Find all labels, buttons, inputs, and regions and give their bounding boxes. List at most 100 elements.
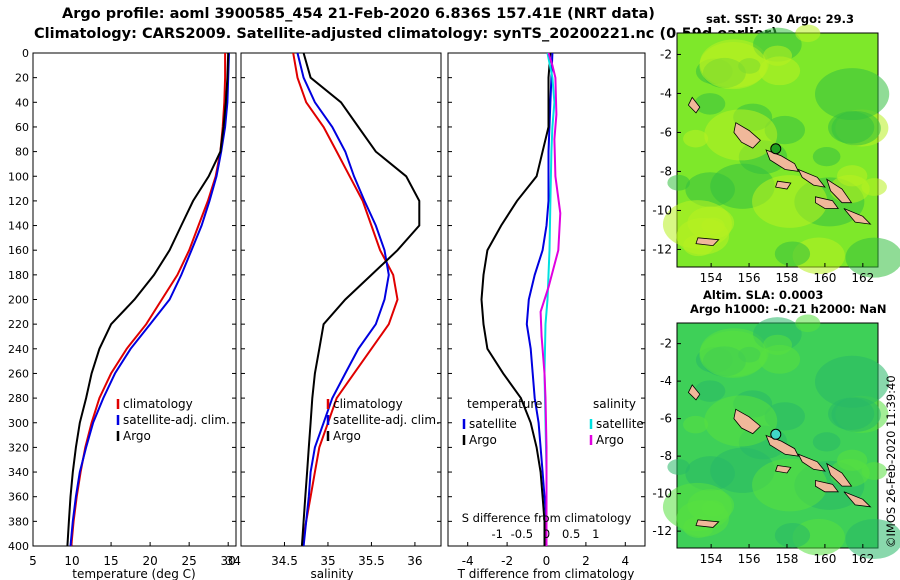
sst-map-xtick-label: 156 (738, 271, 761, 285)
tdiff-tick-label: -2 (501, 554, 513, 568)
sst-map-ytick-label: -2 (660, 47, 672, 61)
depth-tick-label: 300 (8, 417, 29, 430)
sla-map-ytick-label: -2 (660, 337, 672, 351)
sst-map-patch (683, 129, 709, 148)
sla-map-patch (683, 415, 709, 434)
sla-map-island (733, 408, 761, 435)
depth-tick-label: 220 (8, 318, 29, 331)
sla-map-island (815, 480, 840, 493)
depth-tick-label: 80 (15, 146, 29, 159)
depth-tick-label: 100 (8, 170, 29, 183)
depth-tick-label: 260 (8, 367, 29, 380)
sst-map-patch (667, 174, 690, 191)
sst-map-island (687, 96, 701, 114)
sst-map-xtick-label: 158 (776, 271, 799, 285)
title-line-2: Climatology: CARS2009. Satellite-adjuste… (34, 26, 778, 42)
sla-map-title-2: Argo h1000: -0.21 h2000: NaN (690, 302, 887, 316)
legend-salinity-title: salinity (593, 397, 636, 411)
legend-label: satellite (596, 417, 644, 431)
sst-map-xtick-label: 162 (851, 271, 874, 285)
sst-map-patch (795, 24, 821, 43)
depth-tick-label: 400 (8, 540, 29, 553)
sst-map-patch (837, 165, 868, 187)
sla-map-patch (774, 522, 811, 548)
sst-map-ytick-label: -6 (660, 125, 672, 139)
sla-map-patch (694, 380, 726, 402)
depth-tick-label: 200 (8, 294, 29, 307)
salinity-series-satellite-adj-clim- (296, 52, 390, 547)
sst-map-island (826, 178, 853, 204)
temp-tick-label: 5 (29, 554, 37, 568)
sst-map-island (775, 180, 792, 190)
temp-tick-label: 10 (64, 554, 79, 568)
legend-label: satellite-adj. clim. (333, 413, 440, 427)
s-difference-label: S difference from climatology (462, 511, 632, 525)
sla-map-ytick-label: -8 (660, 449, 672, 463)
sst-map-xtick-label: 154 (700, 271, 723, 285)
depth-tick-label: 360 (8, 491, 29, 504)
sst-map-patch (774, 241, 811, 267)
legend-label: satellite-adj. clim. (123, 413, 230, 427)
temp-tick-label: 15 (103, 554, 118, 568)
sla-map-xtick-label: 160 (813, 552, 836, 566)
s-diff-tick-label: -1 (492, 527, 503, 541)
sla-map-island (695, 519, 720, 528)
sst-map-island (695, 237, 720, 247)
sla-map-patch (667, 459, 690, 475)
sst-map-ytick-label: -4 (660, 86, 672, 100)
depth-tick-label: 280 (8, 392, 29, 405)
sst-map-island (843, 208, 872, 225)
sal-tick-label: 34 (226, 554, 241, 568)
sla-map-ytick-label: -12 (652, 524, 672, 538)
sla-map-patch (759, 344, 801, 374)
legend-label: Argo (123, 429, 151, 443)
s-diff-tick-label: 0.5 (562, 527, 580, 541)
difference-series-s-argo (539, 52, 562, 546)
sla-map-island (826, 462, 853, 487)
sla-map-island (775, 465, 792, 474)
sal-tick-label: 34.5 (271, 554, 298, 568)
sla-map-patch (676, 500, 729, 537)
salinity-frame (240, 52, 442, 547)
sst-map-patch (814, 68, 890, 121)
sst-map-patch (812, 146, 841, 167)
sst-map-island (733, 122, 761, 149)
tdiff-tick-label: 4 (621, 554, 629, 568)
sal-xlabel: salinity (310, 567, 353, 580)
temperature-series-satellite-adj-clim- (69, 52, 230, 547)
depth-tick-label: 120 (8, 195, 29, 208)
sla-map-patch (752, 458, 828, 512)
sst-map-ytick-label: -8 (660, 164, 672, 178)
s-diff-tick-label: 1 (592, 527, 599, 541)
sla-map-patch (845, 518, 900, 559)
sst-map-patch (845, 237, 900, 278)
depth-tick-label: 320 (8, 441, 29, 454)
sla-map-ytick-label: -4 (660, 374, 672, 388)
s-diff-tick-label: -0.5 (511, 527, 533, 541)
difference-series-t-argo (480, 52, 552, 546)
sst-map-ytick-label: -10 (652, 203, 672, 217)
sla-map-xtick-label: 154 (700, 552, 723, 566)
sla-map-island (843, 491, 872, 508)
legend-label: satellite (469, 417, 517, 431)
sal-tick-label: 35 (320, 554, 335, 568)
salinity-series-climatology (292, 52, 399, 547)
legend-label: Argo (596, 433, 624, 447)
sst-map-island (815, 196, 839, 209)
sla-map-xtick-label: 158 (776, 552, 799, 566)
sst-map-xtick-label: 160 (813, 271, 836, 285)
sst-map-patch (759, 56, 801, 86)
tdiff-tick-label: -4 (462, 554, 474, 568)
sst-map-patch (699, 41, 767, 90)
depth-tick-label: 140 (8, 220, 29, 233)
salinity-series-argo (300, 52, 421, 547)
depth-tick-label: 240 (8, 343, 29, 356)
legend-label: climatology (123, 397, 193, 411)
sla-map: 154 156 158 160 162 -2 -4 -6 -8 -10 -12 (652, 314, 900, 566)
sst-map-patch (676, 217, 729, 255)
legend-label: Argo (333, 429, 361, 443)
sla-map-title-1: Altim. SLA: 0.0003 (703, 288, 824, 302)
sla-map-xtick-label: 156 (738, 552, 761, 566)
title-line-1: Argo profile: aoml 3900585_454 21-Feb-20… (62, 6, 655, 22)
